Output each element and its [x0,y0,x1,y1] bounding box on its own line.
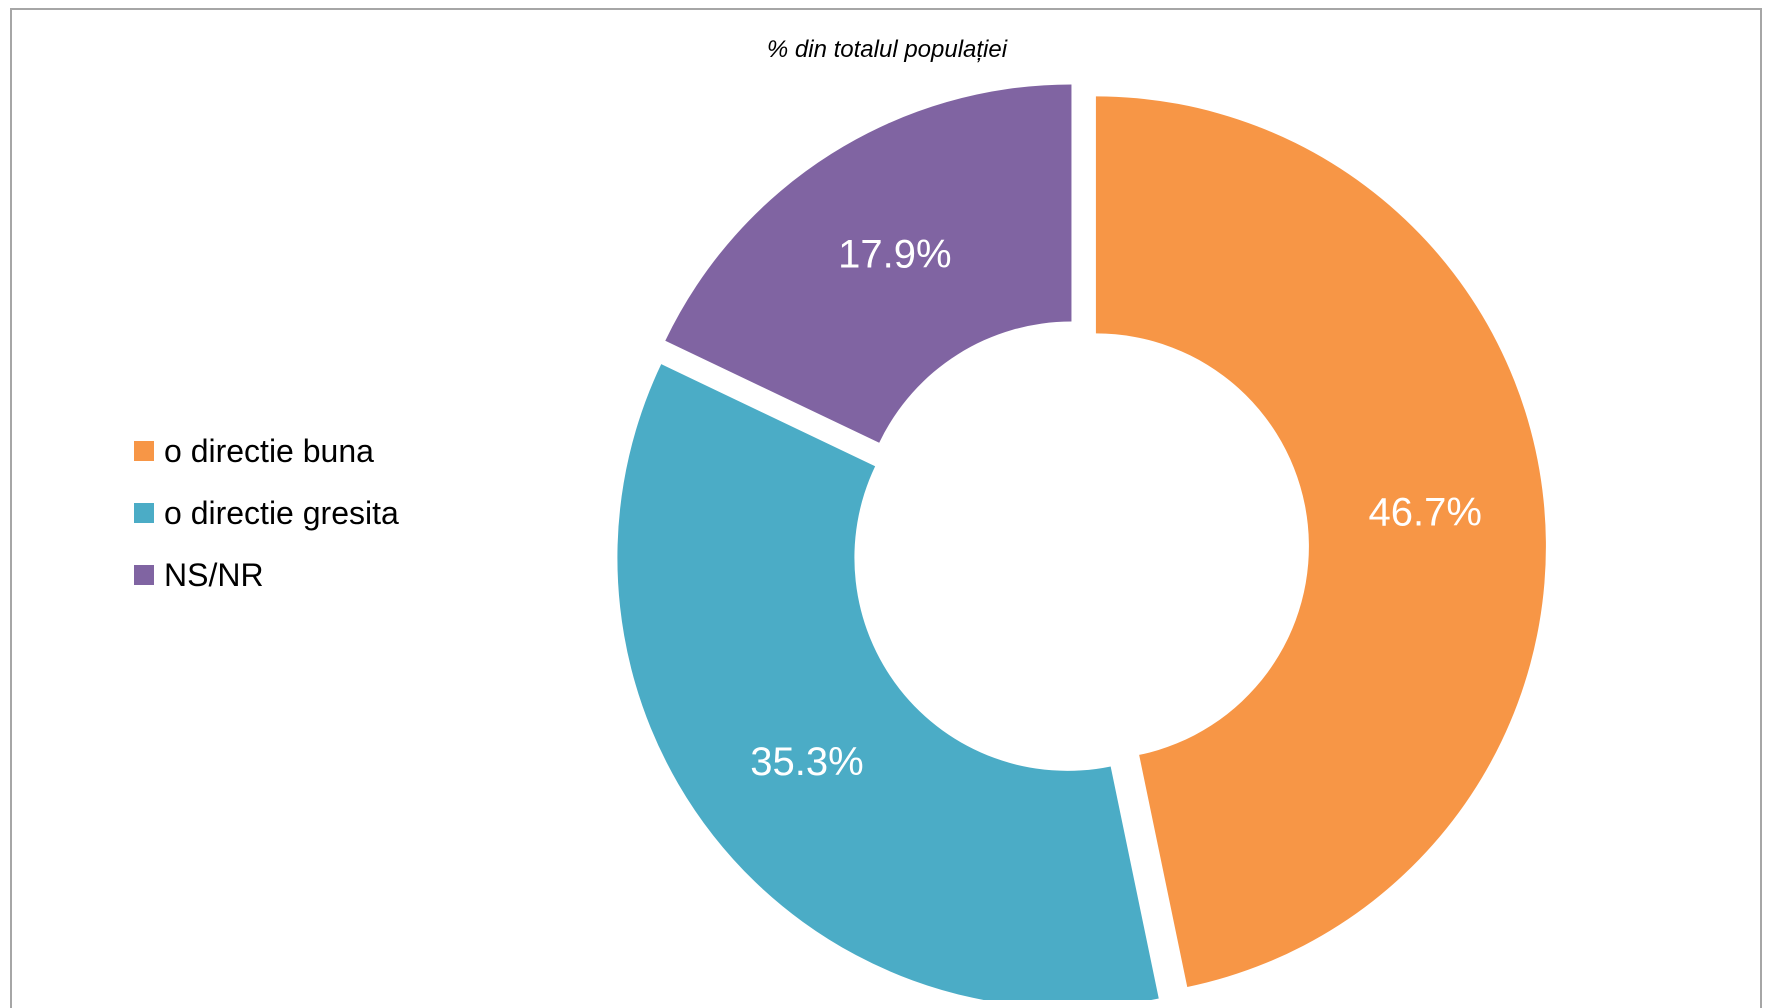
legend-swatch [134,565,154,585]
legend-label: o directie gresita [164,494,399,531]
slice-good-direction [1095,96,1546,987]
legend-item-wrong-direction: o directie gresita [134,482,399,544]
legend-label: NS/NR [164,556,264,593]
legend-item-good-direction: o directie buna [134,420,399,482]
chart-subtitle: % din totalul populației [766,36,1008,63]
data-label: 46.7% [1368,491,1481,535]
data-label: 17.9% [838,233,951,277]
slice-ns-nr [665,84,1072,443]
data-label: 35.3% [750,740,863,784]
legend-swatch [134,503,154,523]
legend-swatch [134,441,154,461]
legend: o directie buna o directie gresita NS/NR [134,420,399,606]
legend-label: o directie buna [164,432,374,469]
legend-item-ns-nr: NS/NR [134,544,399,606]
slice-wrong-direction [617,364,1159,1000]
